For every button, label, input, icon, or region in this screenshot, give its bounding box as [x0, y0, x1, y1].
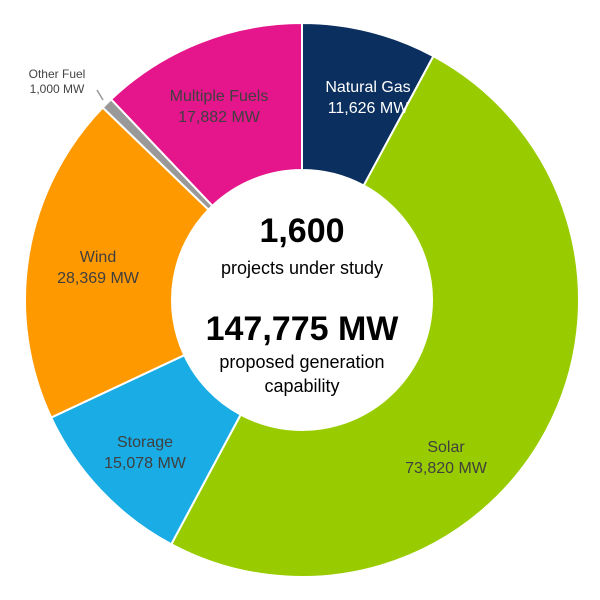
- slice-label-wind-value: 28,369 MW: [57, 270, 140, 287]
- slices-group: [24, 21, 580, 579]
- center-summary: 1,600 projects under study 147,775 MW pr…: [206, 212, 400, 396]
- slice-label-solar-name: Solar: [427, 439, 465, 456]
- labels-group: Natural Gas 11,626 MW Solar 73,820 MW St…: [29, 67, 488, 477]
- slice-label-natural-gas-name: Natural Gas: [325, 79, 410, 96]
- slice-wind: [24, 106, 210, 419]
- center-project-count: 1,600: [259, 212, 344, 250]
- slice-label-other-fuel-value: 1,000 MW: [30, 82, 85, 96]
- slice-label-multiple-fuels-name: Multiple Fuels: [170, 88, 269, 105]
- slice-label-storage-name: Storage: [117, 434, 173, 451]
- slice-label-wind-name: Wind: [80, 249, 116, 266]
- slice-label-solar-value: 73,820 MW: [405, 460, 488, 477]
- slice-label-storage-value: 15,078 MW: [104, 455, 187, 472]
- other-fuel-leader-line: [96, 89, 104, 101]
- slice-label-natural-gas-value: 11,626 MW: [328, 100, 410, 117]
- center-total-mw: 147,775 MW: [206, 310, 400, 348]
- slice-label-other-fuel-name: Other Fuel: [29, 67, 86, 81]
- slice-label-multiple-fuels-value: 17,882 MW: [178, 109, 261, 126]
- center-project-count-label: projects under study: [221, 258, 383, 278]
- slice-multiple-fuels: [109, 21, 303, 208]
- slice-solar: [169, 54, 580, 579]
- center-total-label-line1: proposed generation: [219, 352, 384, 372]
- center-total-label-line2: capability: [264, 376, 339, 396]
